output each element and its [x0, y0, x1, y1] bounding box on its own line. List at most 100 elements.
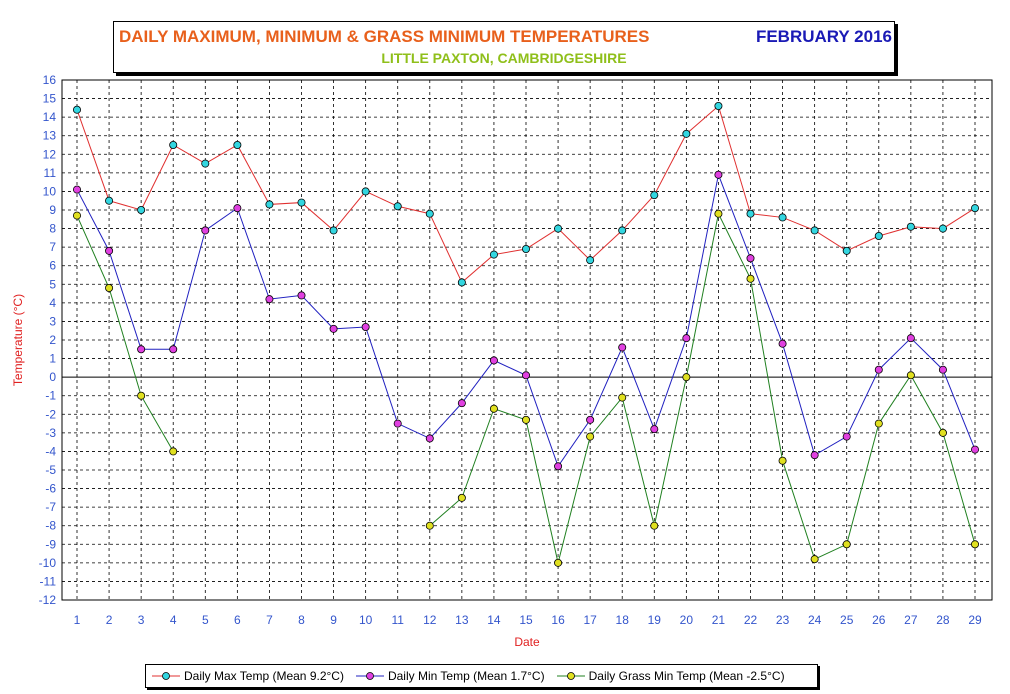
y-tick-label: 6 — [49, 259, 56, 273]
chart-subtitle: LITTLE PAXTON, CAMBRIDGESHIRE — [381, 50, 627, 66]
data-point-max-temp — [201, 159, 210, 168]
data-point-min-temp — [297, 291, 306, 300]
data-point-grass-min-temp — [874, 419, 883, 428]
data-point-min-temp — [906, 334, 915, 343]
y-tick-label: 13 — [43, 129, 57, 143]
x-tick-label: 4 — [170, 613, 177, 627]
chart-title-box: DAILY MAXIMUM, MINIMUM & GRASS MINIMUM T… — [113, 21, 895, 73]
data-point-max-temp — [393, 202, 402, 211]
data-point-min-temp — [393, 419, 402, 428]
legend-item-grass-min: Daily Grass Min Temp (Mean -2.5°C) — [556, 669, 785, 683]
data-point-grass-min-temp — [105, 283, 114, 292]
legend-label-grass-min: Daily Grass Min Temp (Mean -2.5°C) — [588, 669, 785, 683]
data-point-max-temp — [906, 222, 915, 231]
y-tick-label: -6 — [45, 482, 56, 496]
data-point-min-temp — [457, 399, 466, 408]
data-point-grass-min-temp — [489, 404, 498, 413]
x-tick-label: 26 — [872, 613, 886, 627]
y-tick-label: 12 — [43, 147, 57, 161]
legend-swatch-min — [355, 672, 384, 680]
data-point-max-temp — [971, 204, 980, 213]
x-tick-label: 16 — [551, 613, 565, 627]
y-tick-label: -7 — [45, 500, 56, 514]
data-point-max-temp — [650, 191, 659, 200]
data-point-grass-min-temp — [778, 456, 787, 465]
x-tick-label: 29 — [968, 613, 982, 627]
data-point-min-temp — [201, 226, 210, 235]
data-point-grass-min-temp — [169, 447, 178, 456]
x-tick-label: 27 — [904, 613, 918, 627]
x-tick-label: 15 — [519, 613, 533, 627]
x-tick-label: 10 — [359, 613, 373, 627]
legend-item-max: Daily Max Temp (Mean 9.2°C) — [152, 669, 344, 683]
data-point-min-temp — [586, 415, 595, 424]
x-tick-label: 2 — [106, 613, 113, 627]
x-tick-label: 9 — [330, 613, 337, 627]
y-tick-label: 7 — [49, 240, 56, 254]
data-point-min-temp — [105, 246, 114, 255]
x-tick-label: 6 — [234, 613, 241, 627]
data-point-max-temp — [233, 140, 242, 149]
data-point-grass-min-temp — [554, 558, 563, 567]
data-point-min-temp — [137, 345, 146, 354]
data-point-min-temp — [650, 425, 659, 434]
x-tick-label: 20 — [680, 613, 694, 627]
chart-legend: Daily Max Temp (Mean 9.2°C) Daily Min Te… — [145, 664, 818, 688]
data-point-max-temp — [265, 200, 274, 209]
data-point-max-temp — [714, 102, 723, 111]
x-tick-label: 23 — [776, 613, 790, 627]
data-point-min-temp — [971, 445, 980, 454]
data-point-min-temp — [554, 462, 563, 471]
y-tick-label: 3 — [49, 314, 56, 328]
y-tick-label: 2 — [49, 333, 56, 347]
data-point-grass-min-temp — [618, 393, 627, 402]
data-point-max-temp — [938, 224, 947, 233]
x-tick-label: 5 — [202, 613, 209, 627]
data-point-grass-min-temp — [73, 211, 82, 220]
data-point-min-temp — [682, 334, 691, 343]
x-tick-label: 17 — [583, 613, 597, 627]
x-tick-label: 1 — [74, 613, 81, 627]
y-tick-label: 10 — [43, 184, 57, 198]
x-tick-label: 21 — [712, 613, 726, 627]
data-point-min-temp — [489, 356, 498, 365]
data-point-max-temp — [810, 226, 819, 235]
data-point-max-temp — [874, 231, 883, 240]
data-point-min-temp — [329, 324, 338, 333]
data-point-max-temp — [169, 140, 178, 149]
y-tick-label: 14 — [43, 110, 57, 124]
data-point-max-temp — [842, 246, 851, 255]
y-axis-label: Temperature (°C) — [11, 294, 25, 386]
series-line-grass-min-temp — [76, 215, 174, 452]
x-tick-label: 7 — [266, 613, 273, 627]
y-tick-label: -11 — [40, 574, 57, 588]
data-point-grass-min-temp — [746, 274, 755, 283]
series-line-grass-min-temp — [429, 212, 976, 563]
data-point-max-temp — [425, 209, 434, 218]
data-point-grass-min-temp — [714, 209, 723, 218]
x-tick-label: 18 — [616, 613, 630, 627]
y-tick-label: -12 — [39, 593, 57, 607]
data-point-min-temp — [169, 345, 178, 354]
x-tick-label: 19 — [648, 613, 662, 627]
chart-title-date: FEBRUARY 2016 — [755, 27, 892, 46]
legend-label-min: Daily Min Temp (Mean 1.7°C) — [387, 669, 545, 683]
data-point-max-temp — [554, 224, 563, 233]
y-tick-label: 9 — [49, 203, 56, 217]
y-tick-label: -2 — [45, 407, 56, 421]
x-tick-label: 22 — [744, 613, 758, 627]
data-point-grass-min-temp — [586, 432, 595, 441]
data-point-max-temp — [105, 196, 114, 205]
data-point-max-temp — [361, 187, 370, 196]
data-point-max-temp — [489, 250, 498, 259]
y-tick-label: 15 — [43, 92, 57, 106]
data-point-max-temp — [297, 198, 306, 207]
y-tick-label: -5 — [45, 463, 56, 477]
data-point-grass-min-temp — [137, 391, 146, 400]
legend-item-min: Daily Min Temp (Mean 1.7°C) — [355, 669, 545, 683]
legend-label-max: Daily Max Temp (Mean 9.2°C) — [184, 669, 344, 683]
x-tick-label: 28 — [936, 613, 950, 627]
x-tick-label: 24 — [808, 613, 822, 627]
x-tick-label: 3 — [138, 613, 145, 627]
